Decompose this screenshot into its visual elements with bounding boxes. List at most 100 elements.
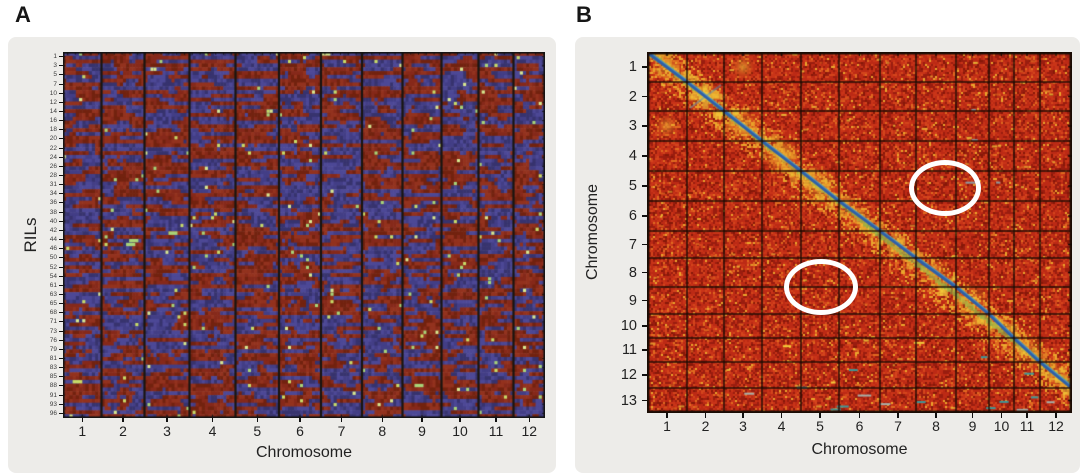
axis-tick [1055, 413, 1057, 418]
panel-b-x-tick-label: 1 [663, 418, 671, 434]
panel-a-x-tick-label: 6 [296, 423, 304, 439]
axis-tick [59, 165, 63, 167]
axis-tick [780, 413, 783, 418]
panel-a-y-tick-label: 22 [49, 144, 57, 152]
axis-tick [59, 220, 63, 222]
panel-b-y-tick-label: 12 [620, 367, 637, 383]
axis-tick [59, 129, 63, 131]
panel-a-x-tick-label: 8 [378, 423, 387, 439]
panel-a-y-tick-label: 5 [53, 71, 57, 79]
axis-tick [642, 215, 647, 217]
axis-tick [59, 83, 63, 85]
axis-tick [421, 418, 423, 422]
axis-tick [59, 367, 63, 369]
axis-tick [211, 418, 214, 422]
axis-tick [971, 413, 974, 418]
axis-tick [642, 95, 647, 98]
panel-b-y-tick-label: 5 [628, 178, 637, 194]
panel-a-x-axis-title: Chromosome [255, 444, 353, 461]
panel-a-y-tick-label: 65 [49, 300, 57, 308]
panel-b-y-tick-labels: 1 2 3 4 5 6 7 8 9 10 11 12 13 [601, 52, 643, 413]
panel-a-y-tick-label: 38 [49, 208, 57, 216]
panel-a-y-tick-label: 36 [49, 199, 57, 207]
panel-a-y-tick-label: 28 [49, 172, 57, 180]
axis-tick [59, 293, 63, 295]
panel-a-x-tick-label: 11 [488, 423, 504, 439]
axis-tick [59, 303, 63, 305]
panel-b-y-tick-label: 1 [628, 59, 637, 75]
axis-tick [495, 418, 497, 422]
panel-a-y-tick-label: 96 [49, 409, 57, 417]
axis-tick [59, 403, 63, 405]
panel-a: RILs 1 3 5 7 10 12 14 16 18 20 22 24 26 28 31 34 36 38 40 4… [8, 37, 556, 473]
axis-tick [59, 385, 63, 387]
panel-b-x-tick-label: 12 [1048, 418, 1064, 434]
panel-b-y-tick-label: 10 [620, 318, 637, 334]
axis-tick [858, 413, 861, 418]
axis-tick [642, 325, 647, 327]
panel-a-y-tick-label: 24 [49, 153, 57, 161]
axis-tick [59, 175, 63, 177]
axis-tick [81, 418, 83, 422]
axis-tick [59, 348, 63, 350]
panel-b-heatmap [647, 52, 1072, 413]
axis-tick [122, 418, 124, 422]
panel-a-y-tick-label: 31 [49, 181, 57, 189]
panel-b-y-tick-label: 6 [628, 208, 637, 224]
axis-tick [642, 271, 647, 274]
panel-a-y-tick-label: 10 [49, 89, 57, 97]
panel-a-x-tick-labels: 1 2 3 4 5 6 7 8 9 10 11 12 [63, 423, 545, 441]
axis-tick [59, 339, 63, 341]
axis-tick [642, 374, 647, 376]
panel-a-y-tick-label: 12 [49, 98, 57, 106]
panel-a-x-tick-label: 5 [253, 423, 262, 439]
axis-tick [59, 147, 63, 149]
panel-b-x-tick-labels: 1 2 3 4 5 6 7 8 9 10 11 12 [647, 418, 1072, 436]
axis-tick [59, 266, 63, 268]
axis-tick [59, 74, 63, 76]
panel-a-y-tick-label: 73 [49, 327, 57, 335]
panel-b-y-tick-label: 2 [628, 88, 637, 105]
axis-tick [819, 413, 821, 418]
axis-tick [59, 312, 63, 314]
panel-a-y-tick-label: 83 [49, 364, 57, 372]
panel-b-y-tick-label: 13 [620, 392, 637, 409]
axis-tick [897, 413, 899, 418]
axis-tick [1000, 413, 1003, 418]
axis-tick [59, 211, 63, 213]
axis-tick [59, 321, 63, 323]
panel-a-y-tick-label: 42 [49, 226, 57, 234]
panel-a-x-tick-label: 7 [337, 423, 346, 439]
panel-a-y-tick-label: 68 [49, 309, 57, 317]
panel-a-x-tick-label: 2 [119, 423, 127, 439]
panel-a-x-tick-label: 4 [208, 423, 217, 439]
axis-tick [642, 66, 647, 68]
panel-a-y-tick-label: 14 [49, 107, 57, 115]
axis-tick [59, 120, 63, 122]
axis-tick [381, 418, 383, 422]
panel-b-x-tick-label: 7 [894, 418, 902, 434]
panel-a-y-tick-label: 52 [49, 263, 57, 271]
panel-a-y-tick-label: 81 [49, 355, 57, 363]
panel-b-x-tick-label: 3 [739, 418, 747, 434]
axis-tick [59, 239, 63, 241]
panel-b-x-tick-label: 4 [777, 418, 786, 434]
axis-tick [59, 56, 63, 58]
panel-b-x-axis-title: Chromosome [811, 441, 908, 458]
axis-tick [666, 413, 668, 418]
axis-tick [642, 155, 647, 157]
panel-a-y-tick-label: 79 [49, 345, 57, 353]
axis-tick [59, 229, 63, 231]
axis-tick [59, 284, 63, 286]
panel-b-x-tick-label: 6 [855, 418, 864, 434]
axis-tick [59, 248, 63, 250]
panel-a-x-tick-label: 1 [78, 423, 87, 439]
axis-tick [642, 299, 647, 302]
axis-tick [59, 156, 63, 158]
axis-tick [59, 257, 63, 259]
panel-a-y-tick-label: 88 [49, 382, 57, 390]
panel-b-y-tick-label: 9 [628, 292, 637, 309]
axis-tick [59, 110, 63, 112]
axis-tick [642, 125, 647, 127]
axis-tick [642, 399, 647, 402]
